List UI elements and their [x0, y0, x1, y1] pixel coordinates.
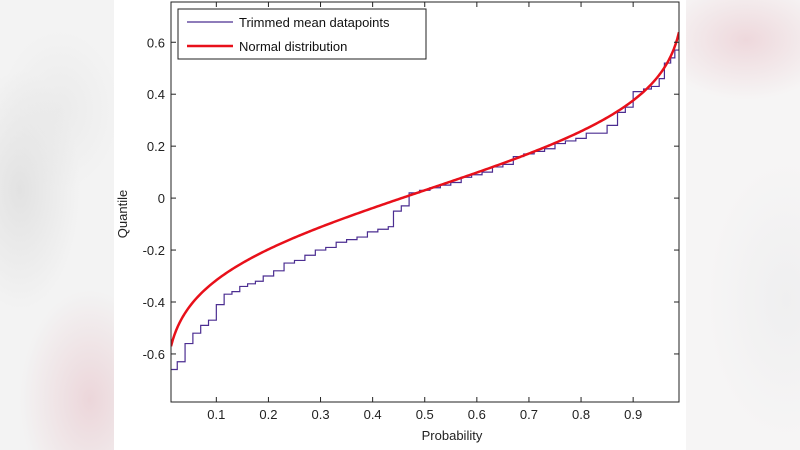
x-tick-label: 0.7: [520, 407, 538, 422]
y-tick-label: -0.4: [143, 295, 165, 310]
legend-label-trimmed-mean: Trimmed mean datapoints: [239, 15, 390, 30]
y-tick-label: -0.2: [143, 243, 165, 258]
x-tick-label: 0.5: [416, 407, 434, 422]
x-tick-label: 0.1: [207, 407, 225, 422]
figure-panel: 0.1 0.2 0.3 0.4 0.5 0.6 0.7 0.8 0.9 -0.6 -0.4 -0.2 0…: [114, 0, 686, 450]
x-tick-label: 0.6: [468, 407, 486, 422]
series-layer: [171, 31, 679, 371]
x-tick-label: 0.9: [624, 407, 642, 422]
y-tick-label: 0.4: [147, 87, 165, 102]
plot-frame: [170, 1, 680, 403]
legend-label-normal-distribution: Normal distribution: [239, 39, 347, 54]
x-axis-label: Probability: [422, 428, 483, 443]
y-tick-label: 0: [158, 191, 165, 206]
qq-plot: 0.1 0.2 0.3 0.4 0.5 0.6 0.7 0.8 0.9 -0.6 -0.4 -0.2 0…: [115, 1, 680, 443]
normal-distribution-curve: [171, 31, 679, 347]
y-tick-label: 0.2: [147, 139, 165, 154]
x-tick-label: 0.4: [364, 407, 382, 422]
y-tick-label: -0.6: [143, 347, 165, 362]
axis-ticks: 0.1 0.2 0.3 0.4 0.5 0.6 0.7 0.8 0.9 -0.6 -0.4 -0.2 0…: [143, 2, 679, 422]
x-tick-label: 0.8: [572, 407, 590, 422]
y-tick-label: 0.6: [147, 35, 165, 50]
trimmed-mean-stairs: [171, 42, 679, 371]
legend-box: [177, 8, 427, 60]
y-axis-label: Quantile: [115, 190, 130, 238]
blurred-background-right: [686, 0, 800, 450]
blurred-background-left: [0, 0, 114, 450]
legend: Trimmed mean datapoints Normal distribut…: [177, 8, 427, 60]
x-tick-label: 0.3: [311, 407, 329, 422]
x-tick-label: 0.2: [259, 407, 277, 422]
